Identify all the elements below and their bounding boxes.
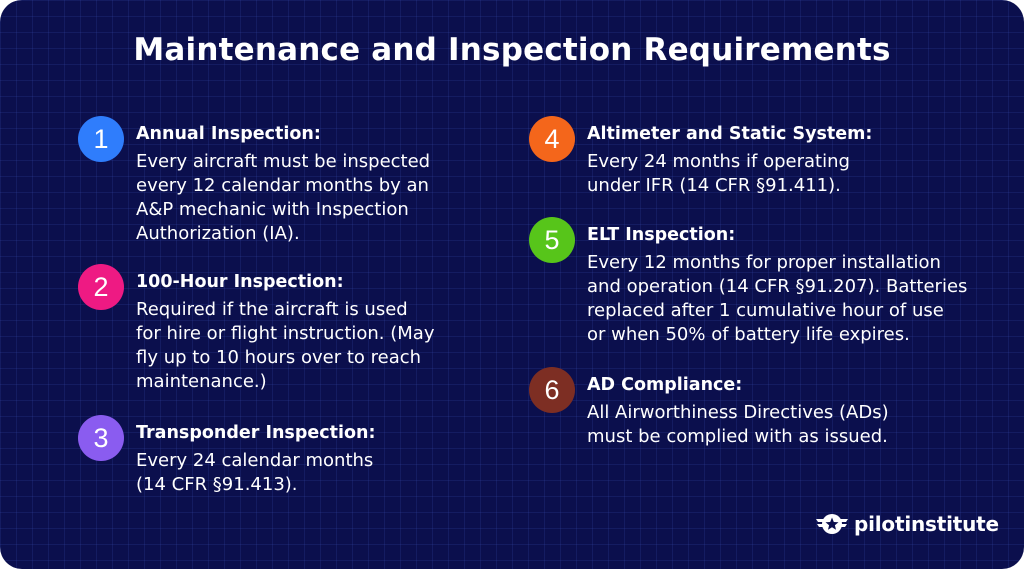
list-item-100-hour-inspection: 2 100-Hour Inspection: Required if the a… [78, 264, 458, 404]
description-line: Every 24 calendar months [136, 450, 374, 471]
item-heading: ELT Inspection: [587, 225, 736, 245]
description-line: Every 12 months for proper installation [587, 252, 941, 273]
logo-text: pilotinstitute [854, 512, 999, 536]
number-badge: 3 [78, 415, 124, 461]
item-heading: 100-Hour Inspection: [136, 272, 344, 292]
description-line: All Airworthiness Directives (ADs) [587, 402, 889, 423]
description-line: A&P mechanic with Inspection [136, 199, 409, 220]
description-line: Required if the aircraft is used [136, 299, 408, 320]
number-badge: 2 [78, 264, 124, 310]
list-item-altimeter-static-system: 4 Altimeter and Static System: Every 24 … [529, 116, 969, 216]
number-badge: 4 [529, 116, 575, 162]
item-description: Every 24 months if operating under IFR (… [587, 150, 850, 198]
star-wings-icon [816, 514, 848, 534]
item-heading: Annual Inspection: [136, 124, 321, 144]
description-line: under IFR (14 CFR §91.411). [587, 175, 841, 196]
description-line: for hire or flight instruction. (May [136, 323, 435, 344]
number-badge: 5 [529, 217, 575, 263]
item-description: Required if the aircraft is used for hir… [136, 298, 434, 394]
list-item-ad-compliance: 6 AD Compliance: All Airworthiness Direc… [529, 367, 969, 467]
item-description: All Airworthiness Directives (ADs) must … [587, 401, 889, 449]
description-line: Authorization (IA). [136, 223, 300, 244]
description-line: or when 50% of battery life expires. [587, 324, 910, 345]
description-line: maintenance.) [136, 371, 267, 392]
description-line: replaced after 1 cumulative hour of use [587, 300, 944, 321]
description-line: Every aircraft must be inspected [136, 151, 431, 172]
description-line: and operation (14 CFR §91.207). Batterie… [587, 276, 968, 297]
list-item-elt-inspection: 5 ELT Inspection: Every 12 months for pr… [529, 217, 989, 357]
list-item-transponder-inspection: 3 Transponder Inspection: Every 24 calen… [78, 415, 458, 515]
item-heading: AD Compliance: [587, 375, 743, 395]
pilot-institute-logo: pilotinstitute [816, 510, 999, 538]
item-description: Every 24 calendar months (14 CFR §91.413… [136, 449, 373, 497]
item-description: Every aircraft must be inspected every 1… [136, 150, 430, 246]
number-badge: 1 [78, 116, 124, 162]
description-line: (14 CFR §91.413). [136, 474, 298, 495]
item-heading: Altimeter and Static System: [587, 124, 873, 144]
list-item-annual-inspection: 1 Annual Inspection: Every aircraft must… [78, 116, 458, 256]
description-line: Every 24 months if operating [587, 151, 850, 172]
description-line: fly up to 10 hours over to reach [136, 347, 422, 368]
page-title: Maintenance and Inspection Requirements [133, 32, 891, 68]
item-description: Every 12 months for proper installation … [587, 251, 967, 347]
description-line: must be complied with as issued. [587, 426, 888, 447]
number-badge: 6 [529, 367, 575, 413]
description-line: every 12 calendar months by an [136, 175, 429, 196]
item-heading: Transponder Inspection: [136, 423, 376, 443]
